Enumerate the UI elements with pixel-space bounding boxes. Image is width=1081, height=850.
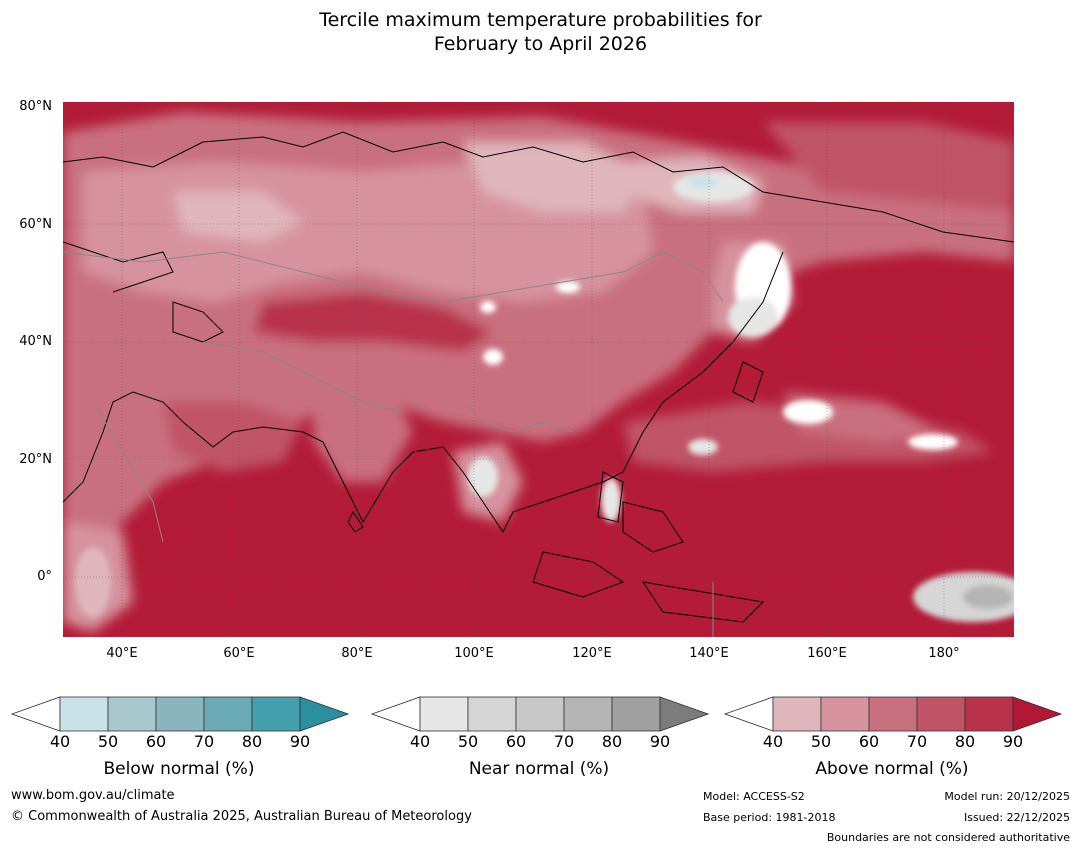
colorbar-above-segment-4 [916,696,966,732]
colorbar-below-segment-3 [155,696,205,732]
colorbar-below-tick-60: 60 [145,732,167,751]
colorbar-below-lower-arrow [11,696,61,732]
colorbar-near-upper-arrow [659,696,709,732]
colorbar-above-segment-1 [772,696,822,732]
colorbar-below-segment-5 [251,696,301,732]
colorbar-below-tick-40: 40 [49,732,71,751]
lon-label-120e: 120°E [572,646,612,661]
lon-label-140e: 140°E [689,646,729,661]
colorbar-below [11,696,349,732]
coastlines [63,131,1014,623]
footer-issued: Issued: 22/12/2025 [963,811,1070,824]
colorbar-near-segment-2 [467,696,517,732]
colorbar-below-tick-90: 90 [289,732,311,751]
colorbar-near-segment-3 [515,696,565,732]
lon-label-180: 180° [928,646,960,661]
colorbar-above [724,696,1062,732]
footer-website: www.bom.gov.au/climate [11,788,175,803]
lat-label-80n: 80°N [19,99,52,114]
chart-title: Tercile maximum temperature probabilitie… [0,8,1081,56]
colorbar-above-segment-5 [964,696,1014,732]
map-svg [63,102,1014,637]
colorbar-near-segment-4 [563,696,613,732]
lon-label-40e: 40°E [106,646,138,661]
colorbar-below-segment-2 [107,696,157,732]
colorbar-above-tick-70: 70 [906,732,928,751]
lon-label-160e: 160°E [807,646,847,661]
forecast-map [63,102,1014,637]
colorbar-near-tick-60: 60 [505,732,527,751]
colorbar-below-tick-70: 70 [193,732,215,751]
lat-label-40n: 40°N [19,334,52,349]
footer-model-run: Model run: 20/12/2025 [944,790,1070,803]
footer-base-period: Base period: 1981-2018 [703,811,836,824]
country-borders [63,251,724,637]
colorbar-near-tick-80: 80 [601,732,623,751]
colorbar-below-upper-arrow [299,696,349,732]
colorbar-below-title: Below normal (%) [103,759,255,779]
colorbar-above-tick-80: 80 [954,732,976,751]
colorbar-above-title: Above normal (%) [815,759,969,779]
footer-disclaimer: Boundaries are not considered authoritat… [826,831,1070,844]
lon-label-60e: 60°E [223,646,255,661]
lat-label-0: 0° [37,569,52,584]
colorbar-above-tick-50: 50 [810,732,832,751]
lon-label-80e: 80°E [341,646,373,661]
colorbar-below-tick-80: 80 [241,732,263,751]
lon-label-100e: 100°E [454,646,494,661]
footer-model: Model: ACCESS-S2 [703,790,805,803]
colorbar-near-tick-40: 40 [409,732,431,751]
colorbar-below-segment-4 [203,696,253,732]
colorbar-below-segment-1 [59,696,109,732]
colorbar-below-tick-50: 50 [97,732,119,751]
footer-copyright: © Commonwealth of Australia 2025, Austra… [11,809,472,824]
title-line-2: February to April 2026 [433,33,648,55]
colorbar-above-segment-2 [820,696,870,732]
colorbar-near-tick-50: 50 [457,732,479,751]
title-line-1: Tercile maximum temperature probabilitie… [319,9,762,31]
colorbar-near [371,696,709,732]
colorbar-above-upper-arrow [1012,696,1062,732]
colorbar-above-tick-40: 40 [762,732,784,751]
colorbar-above-tick-60: 60 [858,732,880,751]
near-normal-patches [75,172,1014,622]
colorbar-near-tick-90: 90 [649,732,671,751]
lat-label-60n: 60°N [19,217,52,232]
colorbar-near-title: Near normal (%) [468,759,610,779]
colorbar-near-segment-5 [611,696,661,732]
colorbar-above-segment-3 [868,696,918,732]
colorbar-above-lower-arrow [724,696,774,732]
colorbar-near-segment-1 [419,696,469,732]
colorbar-above-tick-90: 90 [1002,732,1024,751]
probability-field [63,112,1014,632]
lat-label-20n: 20°N [19,452,52,467]
colorbar-near-tick-70: 70 [553,732,575,751]
graticule [63,102,1014,637]
colorbar-near-lower-arrow [371,696,421,732]
